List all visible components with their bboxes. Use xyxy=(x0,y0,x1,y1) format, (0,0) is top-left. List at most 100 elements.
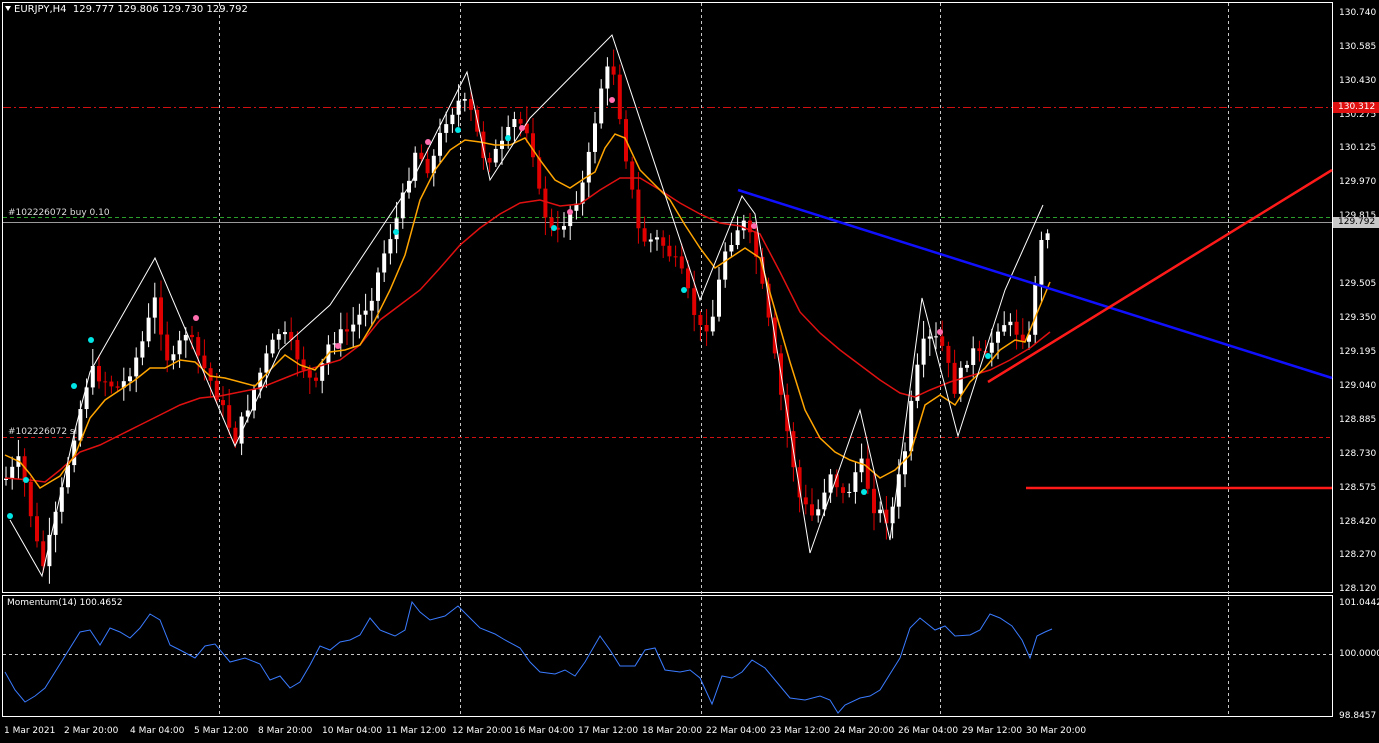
momentum-axis-label: 101.0442 xyxy=(1339,598,1379,608)
candle-body xyxy=(394,218,399,240)
stop-loss-label[interactable]: #102226072 sl xyxy=(8,427,78,437)
candle-body xyxy=(977,348,982,351)
candle-body xyxy=(307,370,312,378)
time-axis-label: 8 Mar 20:00 xyxy=(258,726,313,736)
price-axis-label: 130.275 xyxy=(1339,110,1377,120)
candle-body xyxy=(103,381,108,383)
candle-body xyxy=(816,509,821,516)
candle-body xyxy=(90,365,95,388)
candle-body xyxy=(431,155,436,174)
candle-body xyxy=(1020,334,1025,342)
candle-body xyxy=(28,481,33,517)
candle-body xyxy=(363,310,368,315)
candle-body xyxy=(332,343,337,345)
candle-body xyxy=(84,387,89,410)
time-axis-label: 5 Mar 12:00 xyxy=(194,726,249,736)
time-axis-label: 24 Mar 20:00 xyxy=(834,726,895,736)
time-axis-label: 1 Mar 2021 xyxy=(4,726,56,736)
candle-body xyxy=(748,220,752,233)
signal-dot xyxy=(861,489,867,495)
candle-body xyxy=(134,357,139,377)
candle-body xyxy=(896,474,901,507)
ohlc-values: 129.777 129.806 129.730 129.792 xyxy=(72,4,248,15)
dropdown-icon[interactable] xyxy=(5,6,11,11)
candle-body xyxy=(890,506,895,524)
candle-body xyxy=(190,334,194,338)
candle-body xyxy=(834,474,839,488)
price-axis-label: 129.505 xyxy=(1339,279,1377,289)
candle-body xyxy=(704,325,709,332)
candle-body xyxy=(270,339,275,354)
buy-order-label[interactable]: #102226072 buy 0.10 xyxy=(8,208,110,218)
candle-body xyxy=(847,491,852,493)
candle-body xyxy=(462,98,467,101)
candle-body xyxy=(97,365,101,382)
candle-body xyxy=(289,332,294,340)
time-axis-label: 18 Mar 20:00 xyxy=(642,726,703,736)
momentum-axis-label: 100.0000 xyxy=(1339,649,1379,659)
candle-body xyxy=(183,334,188,341)
signal-dot xyxy=(393,229,399,235)
candle-body xyxy=(524,123,529,134)
candle-body xyxy=(115,386,120,388)
candle-body xyxy=(283,332,287,335)
signal-dot xyxy=(23,477,29,483)
price-axis-label: 130.430 xyxy=(1339,76,1377,86)
candle-body xyxy=(227,405,232,428)
candle-body xyxy=(717,279,721,317)
candle-body xyxy=(252,389,256,411)
candle-body xyxy=(729,244,734,252)
time-axis-label: 12 Mar 20:00 xyxy=(452,726,513,736)
blue-trendline[interactable] xyxy=(737,188,1333,380)
price-axis-label: 128.885 xyxy=(1339,415,1377,425)
candle-body xyxy=(859,458,864,473)
candlesticks xyxy=(4,49,1050,584)
candle-body xyxy=(388,239,393,254)
chart-header: EURJPY,H4 129.777 129.806 129.730 129.79… xyxy=(5,4,248,15)
signal-dot xyxy=(681,287,687,293)
candle-body xyxy=(245,410,250,417)
main-panel-frame xyxy=(2,2,1333,593)
signal-dot xyxy=(7,513,13,519)
candle-body xyxy=(400,192,405,219)
candle-body xyxy=(165,334,170,361)
candle-body xyxy=(605,66,610,89)
candle-body xyxy=(444,124,449,133)
candle-body xyxy=(109,381,114,387)
signal-dot xyxy=(551,225,557,231)
candle-body xyxy=(72,440,77,466)
candle-body xyxy=(555,227,560,230)
price-axis-label: 129.195 xyxy=(1339,347,1377,357)
candle-body xyxy=(754,232,759,257)
candle-body xyxy=(599,88,604,124)
candle-body xyxy=(419,152,424,159)
candle-body xyxy=(214,380,219,401)
candle-body xyxy=(208,368,213,381)
candle-body xyxy=(159,297,163,335)
time-axis-label: 10 Mar 04:00 xyxy=(322,726,383,736)
candle-body xyxy=(140,341,145,358)
price-axis-label: 130.740 xyxy=(1339,8,1377,18)
candle-body xyxy=(351,324,356,332)
price-axis-label: 128.120 xyxy=(1339,584,1377,594)
candle-body xyxy=(382,253,387,273)
candle-body xyxy=(301,359,306,371)
candle-body xyxy=(921,338,926,365)
candle-body xyxy=(630,161,635,190)
candle-body xyxy=(47,534,52,567)
price-axis-label: 128.575 xyxy=(1339,483,1377,493)
candle-body xyxy=(989,342,994,353)
candle-body xyxy=(865,458,870,489)
candle-body xyxy=(1039,239,1044,285)
candle-body xyxy=(965,364,969,368)
time-axis-label: 30 Mar 20:00 xyxy=(1026,726,1087,736)
price-axis-label: 129.815 xyxy=(1339,211,1377,221)
candle-body xyxy=(810,504,814,516)
signal-dot xyxy=(519,125,525,131)
candle-body xyxy=(934,336,938,338)
candle-body xyxy=(128,376,132,382)
red-trendline[interactable] xyxy=(987,168,1333,384)
momentum-axis-label: 98.8457 xyxy=(1339,711,1377,721)
candle-body xyxy=(22,456,27,482)
